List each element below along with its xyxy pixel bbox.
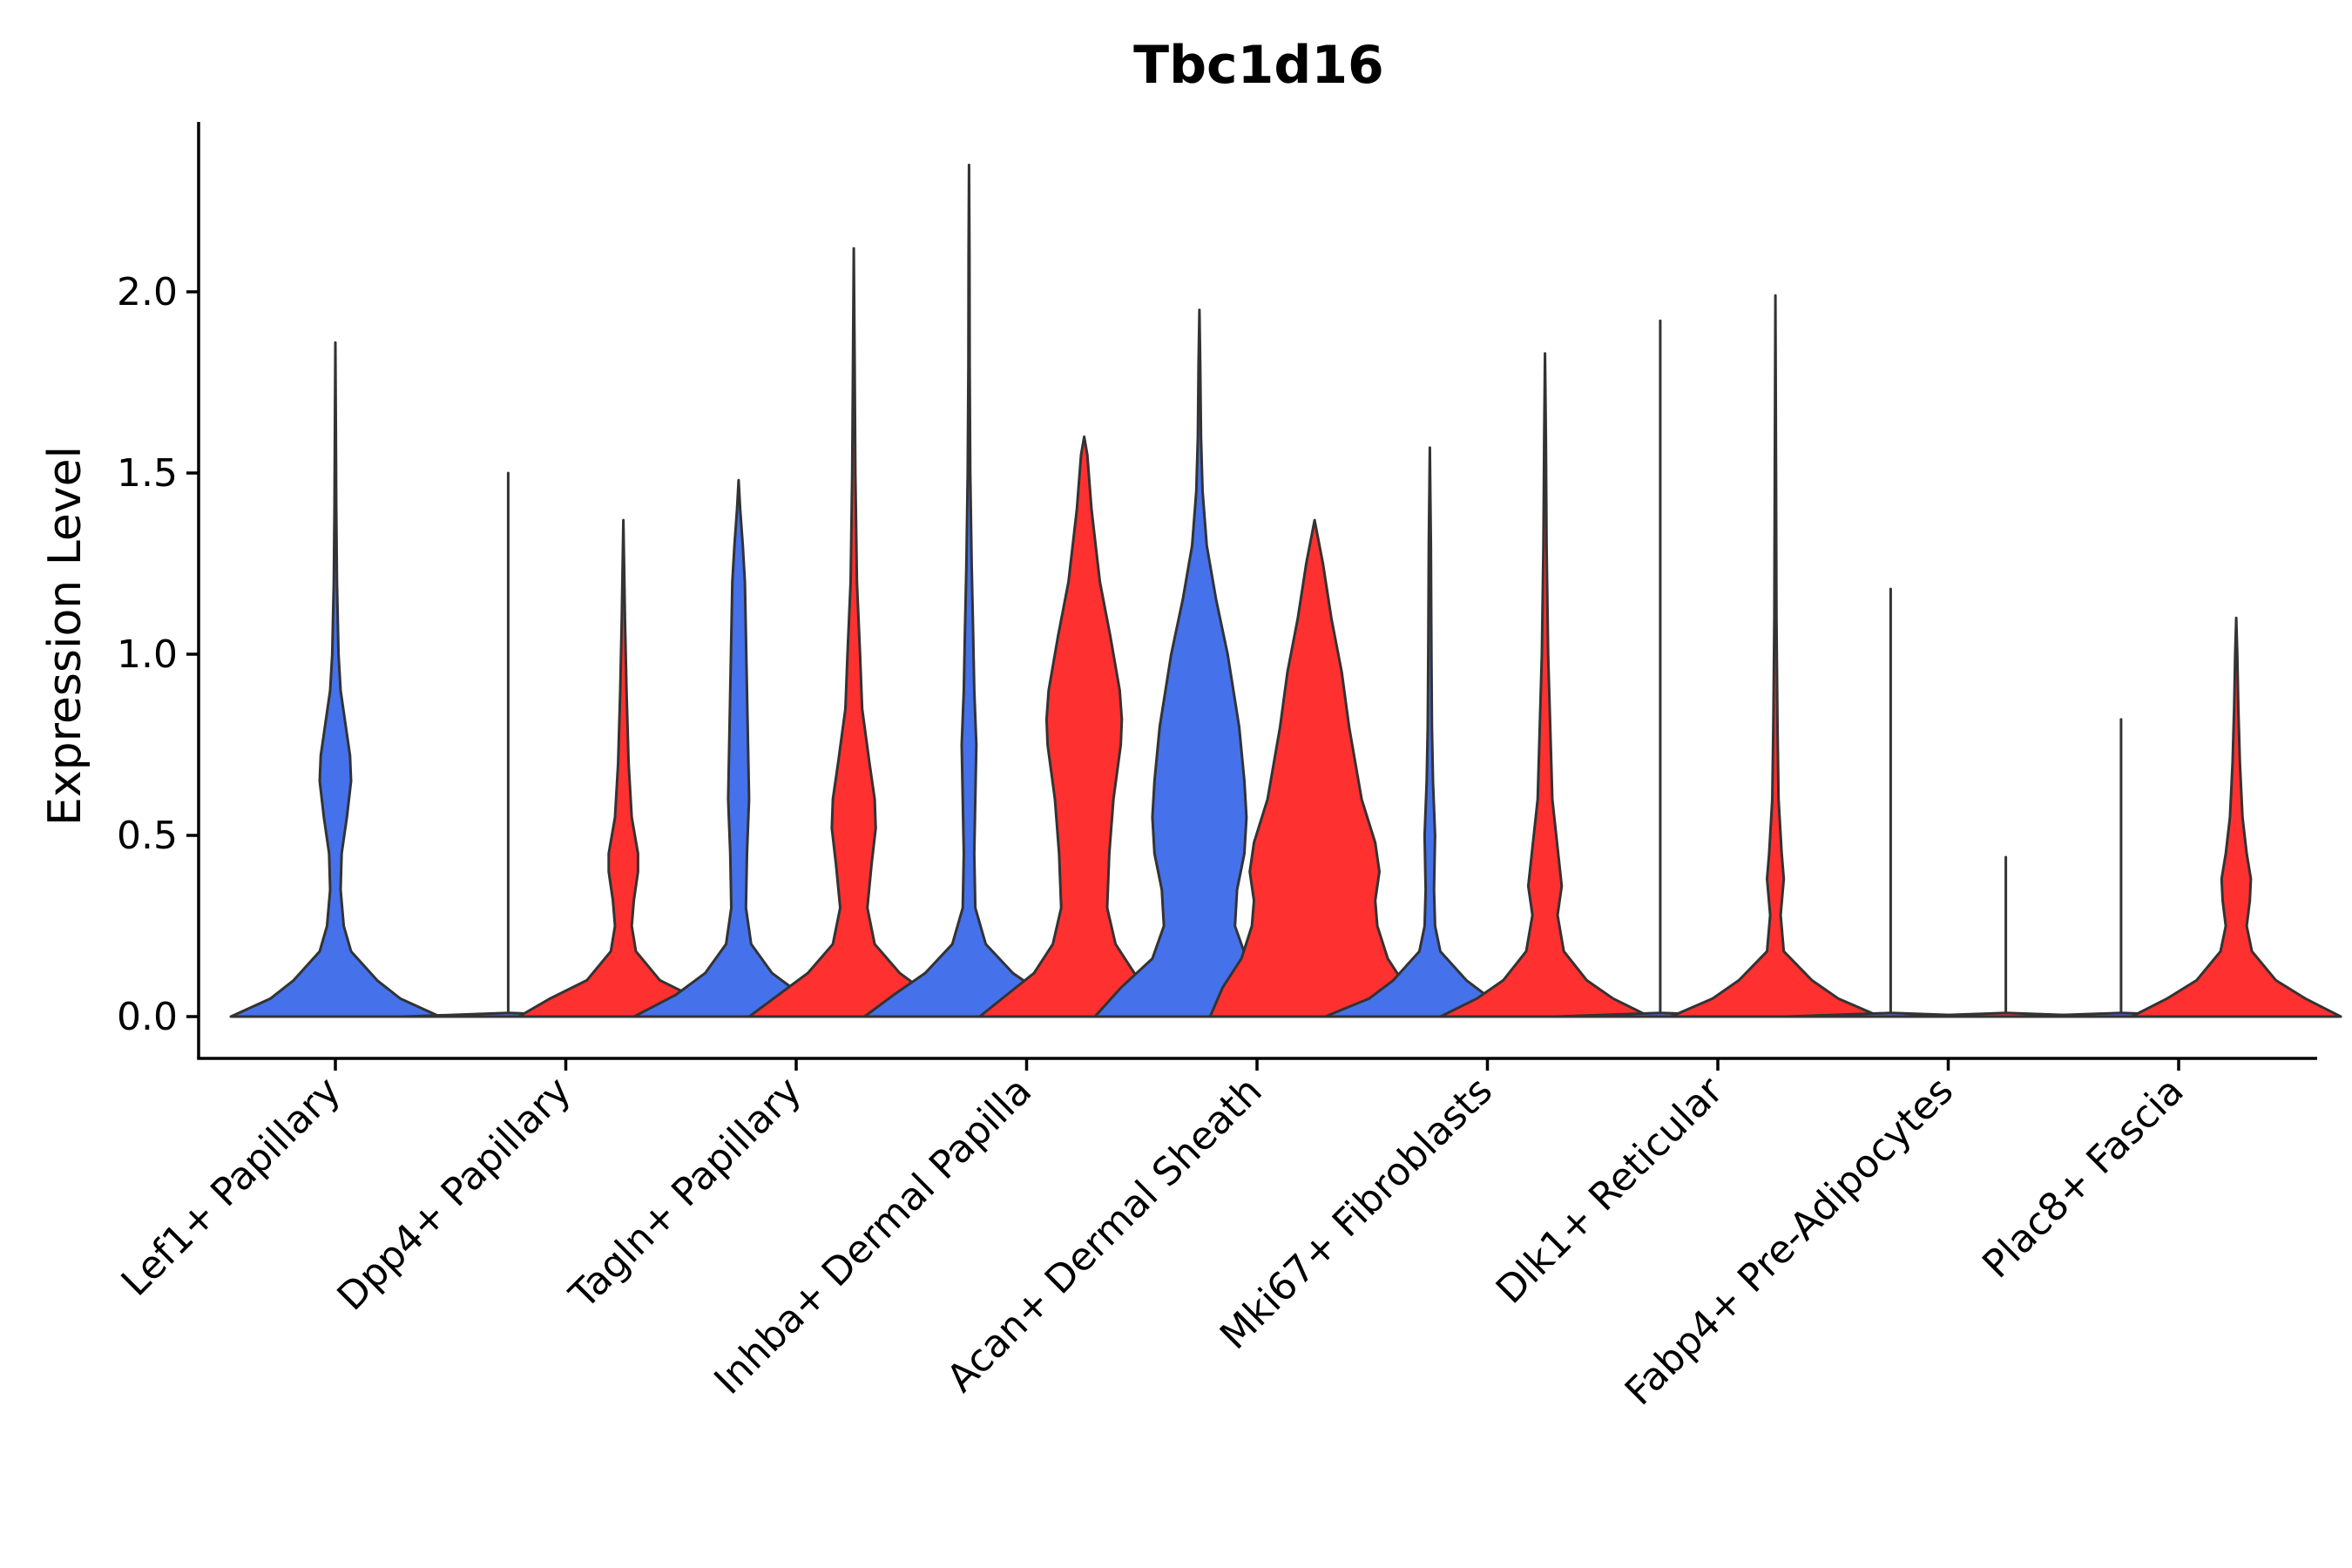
violin-group-B-8: [2130, 616, 2342, 1018]
violin-group-B-4: [1208, 518, 1421, 1018]
violin-shape: [1900, 855, 2112, 1018]
violin-group-B-6: [1669, 294, 1882, 1018]
violin-shape: [1784, 587, 1997, 1018]
y-tick-label: 1.0: [117, 632, 178, 677]
x-tick-label: Plac8+ Fascia: [1974, 1069, 2193, 1288]
violin-shape: [1669, 294, 1882, 1018]
violin-shape: [1208, 518, 1421, 1018]
violin-group-A-3: [862, 163, 1075, 1018]
violin-group-A-6: [1554, 319, 1767, 1018]
violin-shape: [517, 518, 730, 1018]
violin-shape: [862, 163, 1075, 1018]
violin-shape: [229, 341, 442, 1018]
x-tick-label: Dpp4+ Papillary: [329, 1069, 580, 1320]
y-axis-label: Expression Level: [39, 446, 91, 826]
violin-group-A-5: [1323, 446, 1536, 1018]
violin-shape: [632, 478, 845, 1018]
x-tick-label: Dlk1+ Reticular: [1488, 1068, 1733, 1313]
violin-shape: [2015, 718, 2227, 1018]
chart-title: Tbc1d16: [1133, 35, 1384, 96]
violin-group-A-7: [1784, 587, 1997, 1018]
violin-group-A-8: [2015, 718, 2227, 1018]
x-tick-label: Lef1+ Papillary: [113, 1069, 349, 1305]
violin-group-A-0: [229, 341, 442, 1018]
violin-group-B-7: [1900, 855, 2112, 1018]
y-tick-label: 0.0: [117, 995, 178, 1039]
violin-group-B-2: [747, 247, 960, 1018]
violin-shape: [2130, 616, 2342, 1018]
violin-group-B-5: [1439, 352, 1652, 1018]
violin-group-B-1: [517, 518, 730, 1018]
violin-group-B-3: [978, 435, 1191, 1018]
x-tick-label: Tagln+ Papillary: [561, 1069, 810, 1318]
violin-shape: [1439, 352, 1652, 1018]
violin-shape: [1093, 308, 1306, 1018]
violin-group-A-2: [632, 478, 845, 1018]
y-tick-label: 2.0: [117, 270, 178, 314]
violin-shape: [1323, 446, 1536, 1018]
violin-group-A-4: [1093, 308, 1306, 1018]
violin-shape: [978, 435, 1191, 1018]
violin-shape: [747, 247, 960, 1018]
y-tick-label: 0.5: [117, 814, 178, 858]
y-tick-label: 1.5: [117, 451, 178, 496]
violin-shape: [1554, 319, 1767, 1018]
violin-shape: [402, 471, 614, 1018]
violin-group-A-1: [402, 471, 614, 1018]
